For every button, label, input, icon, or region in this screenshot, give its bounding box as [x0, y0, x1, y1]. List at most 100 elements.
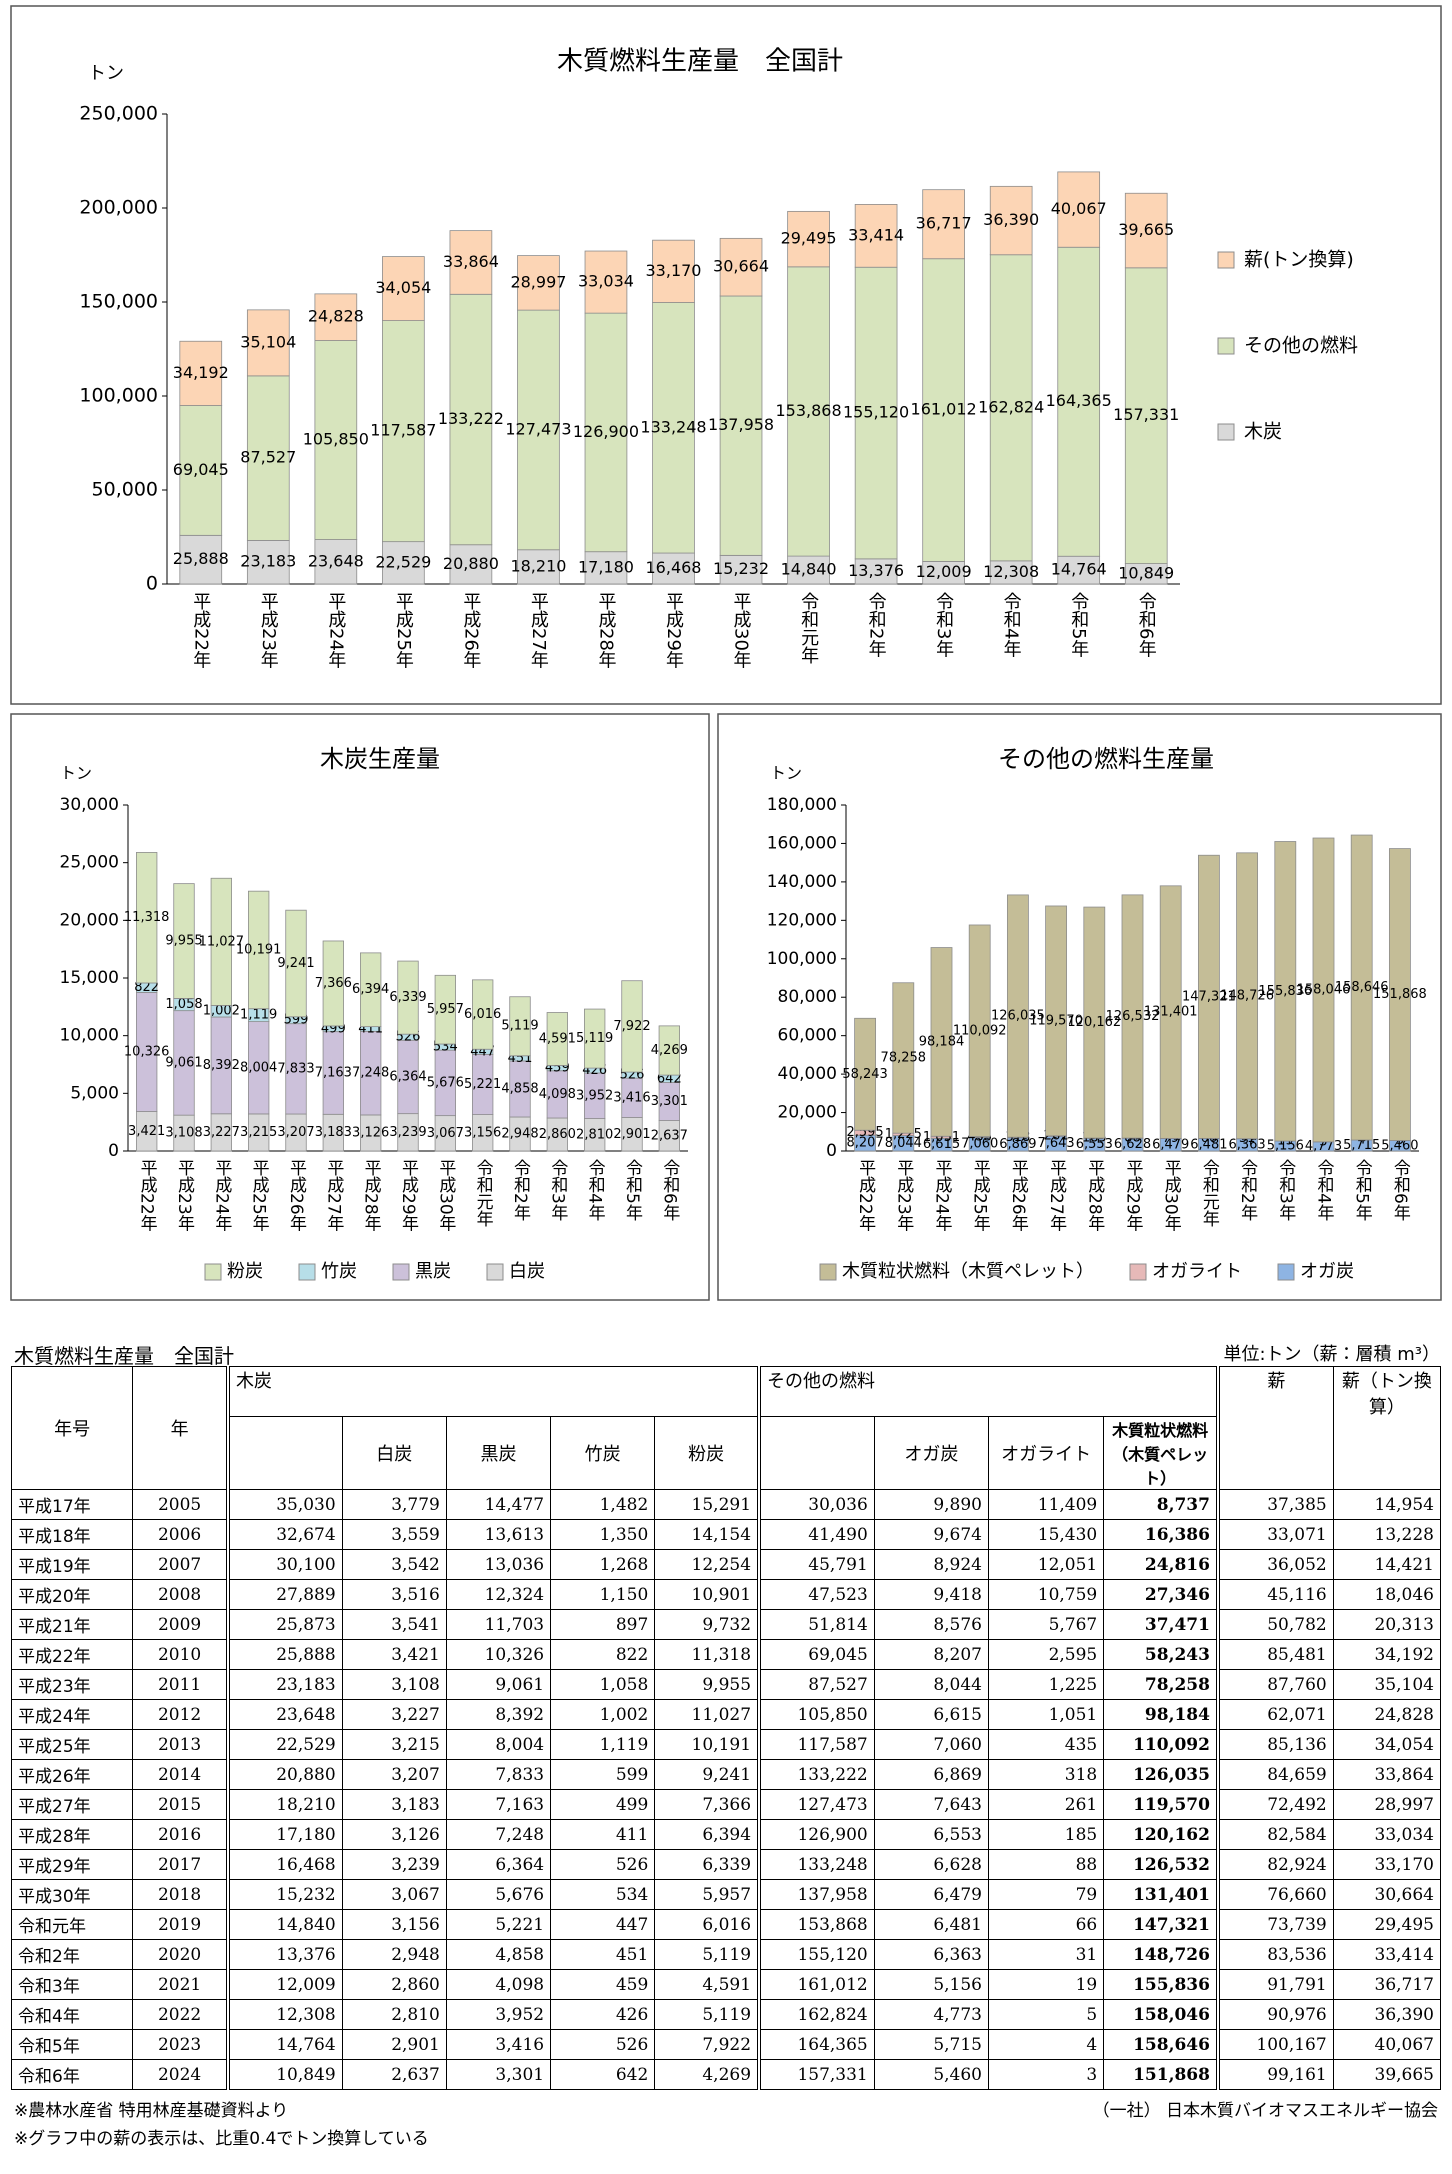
- x-tick-label: 令和元年: [473, 1159, 494, 1227]
- data-label: 33,414: [848, 225, 904, 244]
- table-row: 令和元年 2019 14,840 3,156 5,221 447 6,016 153,868 6…: [10, 1909, 1442, 1940]
- table-cell: 82,584: [1215, 1819, 1334, 1850]
- legend-label: 木炭: [1244, 421, 1282, 443]
- source: （一社） 日本木質バイオマスエネルギー協会: [1092, 2101, 1438, 2121]
- table-cell: 78,258: [1103, 1669, 1219, 1700]
- data-label: 11,318: [124, 910, 170, 925]
- table-cell: 6,339: [654, 1849, 760, 1880]
- table-cell: 13,036: [445, 1549, 552, 1580]
- table-cell: 2009: [132, 1609, 229, 1640]
- table-cell: 12,308: [225, 1999, 343, 2030]
- table-cell: 58,243: [1103, 1639, 1219, 1670]
- table-cell: 2011: [132, 1669, 229, 1700]
- bar-segment: [314, 340, 358, 540]
- table-cell: 897: [550, 1609, 656, 1640]
- x-tick-label: 令和6年: [1390, 1159, 1411, 1221]
- data-label: 3,227: [203, 1125, 240, 1140]
- table-cell: 3,239: [341, 1849, 447, 1880]
- data-label: 127,473: [505, 419, 571, 438]
- table-cell: 3,421: [341, 1639, 447, 1670]
- table-cell: 120,162: [1103, 1819, 1219, 1850]
- data-label: 98,184: [919, 1034, 965, 1049]
- bar-segment: [719, 295, 763, 556]
- table-cell: 6,394: [654, 1819, 760, 1850]
- data-label: 6,479: [1152, 1137, 1189, 1152]
- x-tick-label: 平成26年: [460, 592, 481, 669]
- bar-segment: [1312, 837, 1335, 1143]
- data-label: 131,401: [1144, 1005, 1198, 1020]
- data-label: 20,880: [443, 554, 499, 573]
- x-tick-label: 平成22年: [137, 1159, 158, 1232]
- data-label: 23,648: [308, 551, 364, 570]
- table-cell: 6,363: [873, 1939, 990, 1970]
- table-cell: 534: [550, 1879, 656, 1910]
- y-tick-label: 80,000: [778, 987, 837, 1007]
- data-label: 3,067: [427, 1126, 464, 1141]
- table-cell: 平成27年: [10, 1789, 134, 1820]
- bar-segment: [397, 960, 419, 1035]
- data-label: 6,363: [1228, 1137, 1265, 1152]
- bar-segment: [322, 940, 345, 1027]
- data-label: 6,553: [1076, 1137, 1113, 1152]
- table-cell: 10,191: [654, 1729, 760, 1760]
- data-label: 133,222: [438, 409, 504, 428]
- table-cell: 451: [550, 1939, 656, 1970]
- data-label: 10,849: [1118, 563, 1174, 582]
- header-cell: その他の燃料: [757, 1366, 1219, 1417]
- table-cell: 平成17年: [10, 1489, 134, 1520]
- bar-segment: [854, 204, 898, 268]
- table-cell: 5,221: [445, 1909, 552, 1940]
- table-row: 平成23年 2011 23,183 3,108 9,061 1,058 9,955 87,52…: [10, 1669, 1442, 1700]
- x-tick-label: 令和4年: [1001, 592, 1022, 658]
- table-cell: 令和元年: [10, 1909, 134, 1940]
- table-cell: 10,759: [987, 1579, 1105, 1610]
- table-cell: 99,161: [1215, 2059, 1334, 2090]
- table-cell: 2019: [132, 1909, 229, 1940]
- data-label: 6,869: [999, 1137, 1036, 1152]
- table-cell: 87,760: [1215, 1669, 1334, 1700]
- table-cell: 8,392: [445, 1699, 552, 1730]
- table-row: 平成18年 2006 32,674 3,559 13,613 1,350 14,154 41,…: [10, 1519, 1442, 1550]
- table-cell: 9,241: [654, 1759, 760, 1790]
- table-cell: 11,027: [654, 1699, 760, 1730]
- table-cell: 3,067: [341, 1879, 447, 1910]
- table-cell: 185: [987, 1819, 1105, 1850]
- bar-segment: [382, 320, 425, 543]
- table-cell: 91,791: [1215, 1969, 1334, 2000]
- table-cell: 36,390: [1332, 1999, 1442, 2030]
- table-cell: 162,824: [757, 1999, 875, 2030]
- y-tick-label: 5,000: [70, 1083, 119, 1103]
- legend-swatch: [1217, 251, 1235, 269]
- x-tick-label: 平成29年: [1123, 1159, 1144, 1232]
- data-label: 126,035: [991, 1009, 1045, 1024]
- table-cell: 10,849: [225, 2059, 343, 2090]
- legend-label: オガ炭: [1300, 1261, 1354, 1282]
- y-tick-label: 200,000: [79, 197, 158, 219]
- bar-segment: [179, 340, 223, 406]
- data-label: 3,108: [165, 1126, 202, 1141]
- table-row: 平成26年 2014 20,880 3,207 7,833 599 9,241 133,222…: [10, 1759, 1442, 1790]
- data-label: 2,860: [539, 1127, 576, 1142]
- data-label: 105,850: [303, 430, 369, 449]
- bar-segment: [509, 996, 531, 1057]
- data-label: 7,163: [315, 1065, 352, 1080]
- bar-segment: [517, 309, 560, 551]
- table-cell: 32,674: [225, 1519, 343, 1550]
- table-cell: 33,864: [1332, 1759, 1442, 1790]
- x-tick-label: 令和3年: [933, 592, 954, 658]
- table-row: 令和6年 2024 10,849 2,637 3,301 642 4,269 157,331 5…: [10, 2059, 1442, 2090]
- table-cell: 3,952: [445, 1999, 552, 2030]
- legend-swatch: [392, 1263, 410, 1281]
- header-cell: 年号: [10, 1366, 134, 1490]
- header-cell: 木質粒状燃料（木質ペレット）: [1103, 1416, 1219, 1490]
- table-unit: 単位:トン（薪：層積 m³）: [1223, 1344, 1440, 1365]
- table-cell: 6,364: [445, 1849, 552, 1880]
- table-cell: 5: [987, 1999, 1105, 2030]
- data-label: 28,997: [510, 272, 566, 291]
- table-cell: 7,248: [445, 1819, 552, 1850]
- data-label: 30,664: [713, 257, 769, 276]
- table-cell: 33,071: [1215, 1519, 1334, 1550]
- table-cell: 15,430: [987, 1519, 1105, 1550]
- table-cell: 12,324: [445, 1579, 552, 1610]
- table-cell: 51,814: [757, 1609, 875, 1640]
